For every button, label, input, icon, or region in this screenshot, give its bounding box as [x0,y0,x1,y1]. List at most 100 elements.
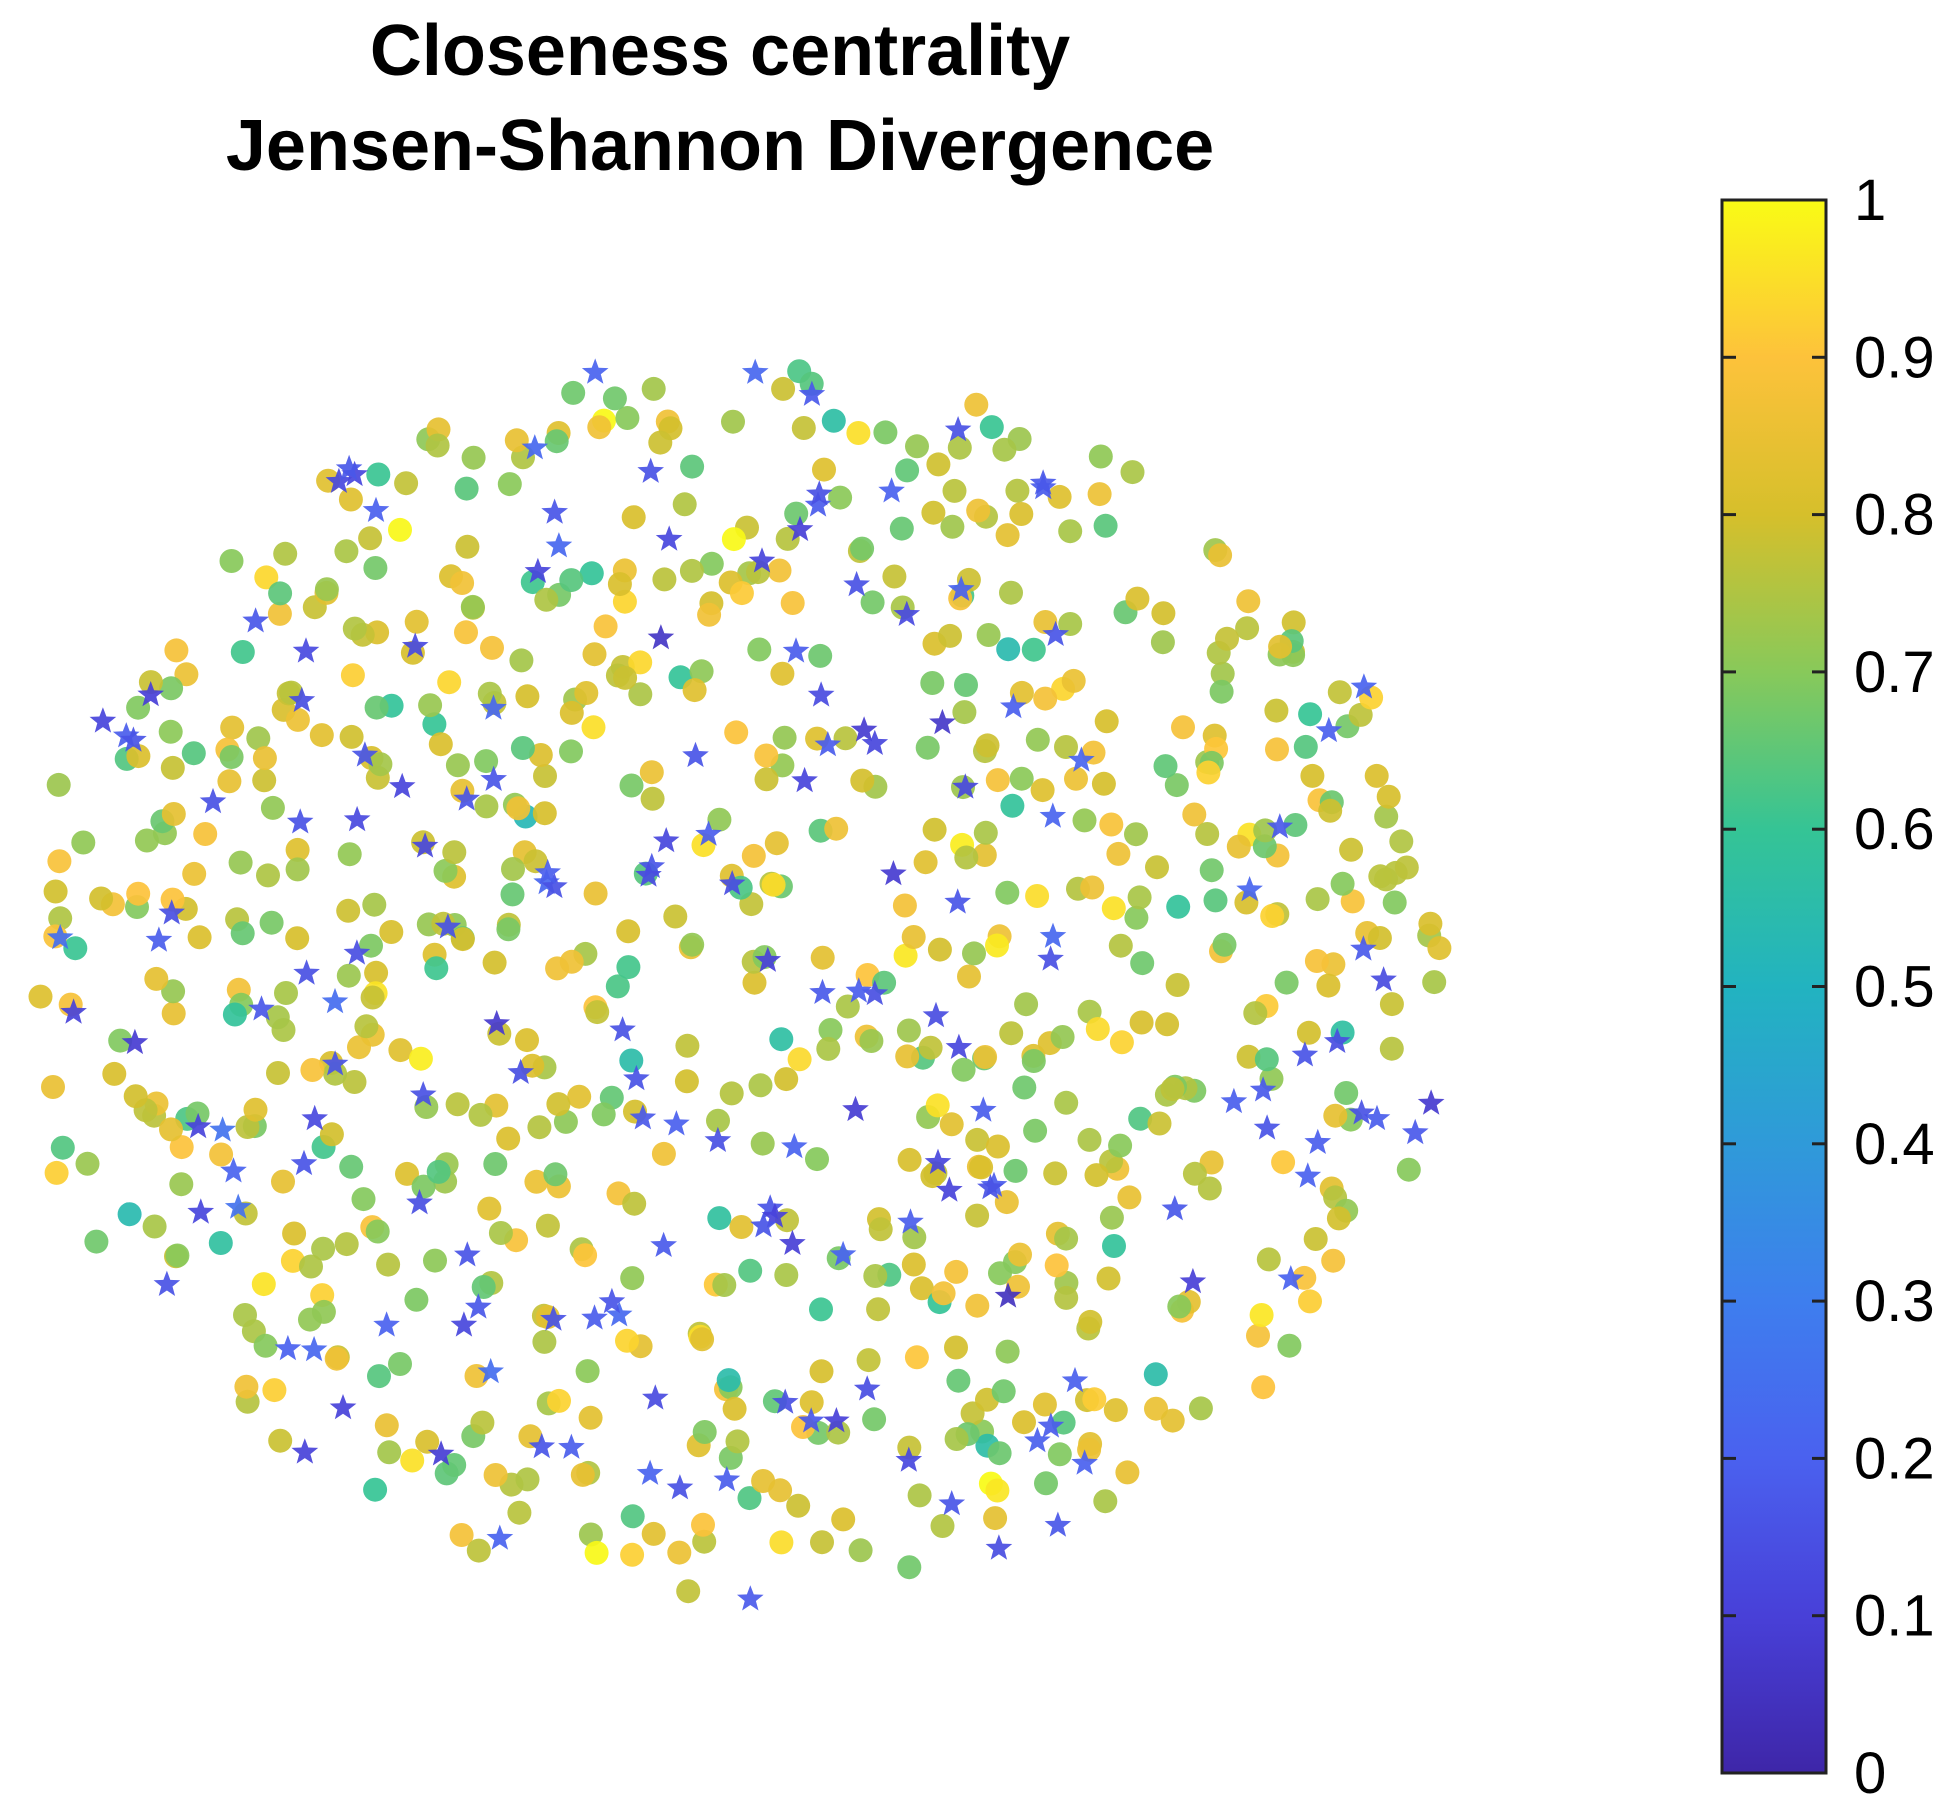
scatter-circle-point [574,681,599,705]
scatter-star-point [291,1438,319,1464]
scatter-circle-point [28,984,53,1009]
scatter-circle-point [442,840,467,865]
scatter-circle-point [1305,887,1330,912]
scatter-circle-point [751,1469,776,1493]
scatter-star-point [704,1126,732,1152]
scatter-circle-point [995,880,1020,905]
colorbar-tick-label: 0.8 [1854,483,1935,548]
scatter-circle-point [905,434,929,459]
scatter-star-point [895,1446,923,1472]
scatter-circle-point [1101,896,1126,921]
scatter-circle-point [1043,1161,1068,1186]
scatter-star-point [1401,1118,1429,1145]
scatter-circle-point [605,974,630,999]
scatter-star-point [786,515,814,542]
scatter-circle-point [833,726,858,751]
scatter-circle-point [729,1215,754,1239]
scatter-circle-point [515,1028,539,1053]
scatter-circle-point [593,614,618,639]
scatter-star-point [292,637,320,663]
scatter-circle-point [742,970,767,995]
scatter-circle-point [161,802,186,826]
scatter-circle-point [1292,1265,1317,1290]
scatter-circle-point [965,1203,990,1228]
scatter-star-point [718,870,746,896]
scatter-circle-point [311,1236,336,1261]
scatter-star-point [199,787,227,814]
scatter-circle-point [254,565,279,590]
scatter-circle-point [1277,1333,1302,1358]
scatter-circle-point [721,409,745,434]
scatter-circle-point [1212,932,1237,957]
scatter-circle-point [896,1018,921,1043]
scatter-circle-point [747,637,772,662]
scatter-circle-point [573,1243,598,1268]
scatter-circle-point [243,1097,268,1122]
scatter-star-point [293,959,320,985]
scatter-star-point [650,1231,677,1257]
scatter-circle-point [964,392,989,417]
scatter-star-point [1370,966,1397,992]
scatter-star-point [1068,746,1095,772]
scatter-circle-point [672,492,697,517]
scatter-circle-point [787,1047,812,1072]
colorbar-tick-label: 0.2 [1854,1426,1935,1491]
scatter-star-point [1348,1099,1375,1125]
scatter-star-point [1363,1104,1391,1131]
scatter-circle-point [1215,626,1239,651]
scatter-circle-point [466,1538,491,1563]
scatter-circle-point [920,671,945,695]
scatter-circle-point [1348,702,1373,727]
scatter-circle-point [219,745,244,769]
scatter-circle-point [477,681,502,706]
scatter-circle-point [579,561,604,586]
scatter-star-point [373,1311,400,1337]
scatter-star-point [1253,1114,1281,1140]
scatter-circle-point [228,850,253,875]
scatter-circle-point [360,985,385,1010]
scatter-star-point [158,899,185,925]
scatter-circle-point [300,1058,325,1082]
scatter-star-point [480,694,507,720]
scatter-circle-point [1093,1489,1118,1514]
scatter-circle-point [1271,1150,1296,1175]
scatter-circle-point [266,1061,290,1085]
scatter-star-point [220,1157,247,1183]
scatter-circle-point [1316,973,1341,998]
scatter-circle-point [862,1407,887,1432]
scatter-star-point [137,681,164,707]
scatter-star-point [1029,469,1057,495]
scatter-circle-point [377,1440,402,1465]
scatter-circle-point [680,454,705,479]
scatter-circle-point [285,926,310,951]
scatter-circle-point [364,695,389,720]
scatter-star-point [977,1174,1004,1200]
scatter-circle-point [535,1213,560,1238]
scatter-circle-point [41,1075,65,1099]
scatter-circle-point [515,684,540,709]
scatter-circle-point [921,500,946,525]
scatter-circle-point [1034,1471,1058,1496]
scatter-star-point [521,434,549,460]
scatter-circle-point [769,1530,794,1555]
scatter-circle-point [400,1448,425,1473]
scatter-circle-point [1025,884,1050,908]
scatter-circle-point [262,1378,287,1403]
scatter-circle-point [931,1281,956,1306]
scatter-circle-point [165,1243,190,1268]
scatter-circle-point [251,1272,276,1297]
scatter-circle-point [501,857,525,881]
scatter-star-point [187,1198,215,1224]
scatter-circle-point [285,857,310,882]
scatter-star-point [642,1384,669,1410]
scatter-star-point [779,1229,806,1255]
scatter-circle-point [426,1159,451,1184]
scatter-star-point [741,358,769,384]
scatter-circle-point [1274,970,1299,995]
scatter-circle-point [1047,484,1072,509]
scatter-star-point [804,491,832,517]
scatter-star-point [713,1466,741,1492]
scatter-points [28,358,1452,1611]
scatter-circle-point [639,760,664,785]
scatter-circle-point [893,943,918,968]
